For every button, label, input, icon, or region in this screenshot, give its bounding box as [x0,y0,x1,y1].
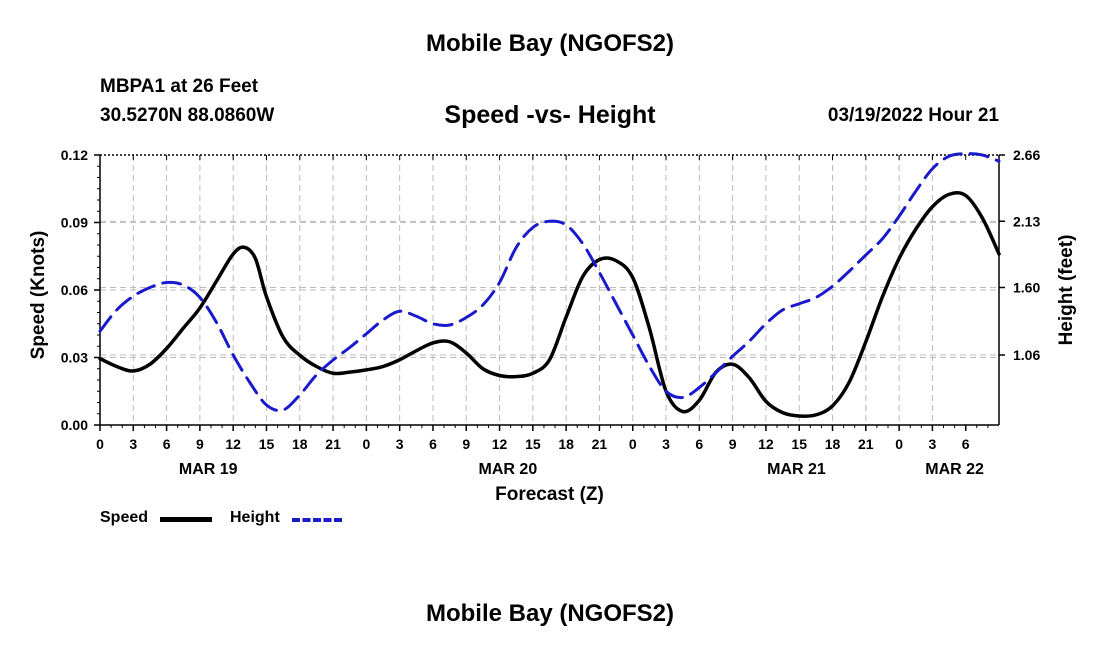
x-tick-label: 6 [163,436,171,452]
x-tick-label: 15 [525,436,541,452]
y2-tick-label: 1.06 [1013,347,1040,363]
x-tick-label: 12 [758,436,774,452]
station-label: MBPA1 at 26 Feet [100,76,259,97]
x-tick-label: 12 [492,436,508,452]
x-tick-label: 0 [629,436,637,452]
forecast-datetime: 03/19/2022 Hour 21 [827,105,999,126]
y2-tick-label: 2.66 [1013,147,1040,163]
coordinates-label: 30.5270N 88.0860W [100,105,275,126]
x-tick-label: 18 [825,436,841,452]
x-tick-label: 18 [292,436,308,452]
legend-height-swatch [292,518,342,522]
y-tick-label: 0.09 [61,215,88,231]
x-tick-label: 6 [962,436,970,452]
x-tick-label: 21 [858,436,874,452]
x-tick-label: 6 [429,436,437,452]
x-tick-label: 21 [325,436,341,452]
x-tick-label: 0 [96,436,104,452]
bottom-title: Mobile Bay (NGOFS2) [425,600,675,627]
speed-height-chart: 0 3 6 9 12 15 18 21 0 3 6 9 12 15 18 21 0 3 6 9 12 15 18 21 0 3 6M… [28,147,1077,505]
y-tick-label: 0.00 [61,417,88,433]
y2-tick-label: 1.60 [1013,280,1040,296]
y-tick-label: 0.03 [61,350,88,366]
x-tick-label: 6 [695,436,703,452]
x-tick-label: 15 [259,436,275,452]
y2-axis-title: Height (feet) [1056,235,1077,346]
y-tick-label: 0.06 [61,282,88,298]
x-tick-label: 3 [929,436,937,452]
legend-height-label: Height [230,509,280,526]
x-tick-label: 3 [396,436,404,452]
x-tick-label: 9 [729,436,737,452]
day-label: MAR 21 [767,461,826,478]
day-label: MAR 20 [479,461,538,478]
x-tick-label: 15 [791,436,807,452]
chart-subtitle: Speed -vs- Height [444,101,656,129]
x-axis-title: Forecast (Z) [495,484,604,505]
x-tick-label: 21 [592,436,608,452]
day-label: MAR 22 [925,461,984,478]
x-tick-label: 12 [225,436,241,452]
speed-series-line [98,191,1001,419]
x-tick-label: 3 [129,436,137,452]
day-label: MAR 19 [179,461,238,478]
y-tick-label: 0.12 [61,147,88,163]
x-tick-label: 9 [462,436,470,452]
legend-speed-swatch [160,517,212,522]
x-tick-label: 0 [895,436,903,452]
height-series-line [98,152,1001,413]
x-tick-label: 0 [362,436,370,452]
x-tick-label: 18 [558,436,574,452]
x-tick-label: 9 [196,436,204,452]
legend-speed-label: Speed [100,509,149,526]
y2-tick-label: 2.13 [1013,213,1040,229]
y-axis-title: Speed (Knots) [28,231,49,360]
main-title: Mobile Bay (NGOFS2) [425,30,675,57]
x-tick-label: 3 [662,436,670,452]
